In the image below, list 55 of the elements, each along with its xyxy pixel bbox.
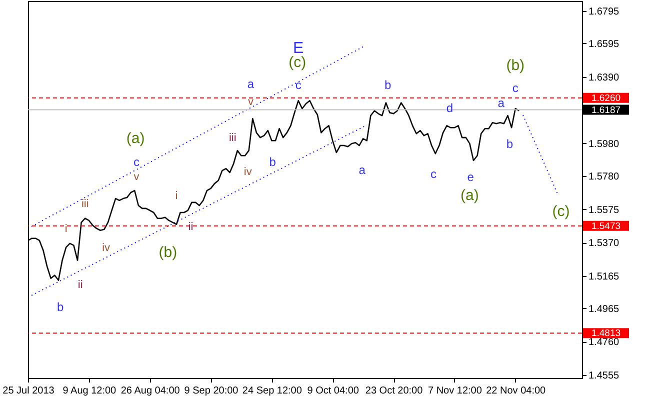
y-tick-label: 1.5370 [588, 238, 620, 250]
line-series [522, 114, 558, 194]
annotation: a [247, 77, 254, 91]
y-tick-label: 1.4760 [588, 337, 620, 348]
x-tick-label: 7 Nov 12:00 [428, 386, 482, 396]
annotation: iv [102, 242, 111, 254]
y-tick-label: 1.5575 [588, 204, 620, 216]
annotation: v [134, 171, 140, 183]
y-tick-label: 1.5980 [588, 138, 620, 150]
y-tick-label: 1.6595 [588, 38, 620, 50]
ref-line-label: 1.4813 [591, 328, 621, 340]
annotation: c [512, 81, 518, 95]
annotation: b [384, 78, 392, 92]
annotation: ii [188, 221, 194, 233]
ref-line-label: 1.5473 [591, 220, 621, 232]
annotation: c [430, 167, 437, 181]
annotation: i [175, 190, 178, 202]
annotation: c [134, 155, 140, 169]
annotation: b [57, 300, 64, 314]
annotation: (b) [158, 244, 178, 261]
annotation: b [506, 137, 514, 151]
annotation: (c) [288, 54, 306, 71]
x-tick-label: 9 Sep 20:00 [184, 386, 239, 396]
annotation: E [293, 40, 304, 57]
y-tick-label: 1.4965 [588, 304, 620, 315]
y-tick-label: 1.6795 [588, 6, 620, 18]
x-tick-label: 24 Sep 12:00 [242, 386, 302, 396]
annotation: a [358, 163, 366, 177]
annotation: iv [244, 166, 252, 178]
annotation: (a) [126, 130, 145, 147]
y-tick-label: 1.4555 [588, 370, 620, 382]
ref-line-label: 1.6260 [591, 92, 621, 104]
x-tick-label: 9 Oct 04:00 [307, 386, 360, 396]
annotation: v [248, 96, 254, 108]
y-tick-label: 1.6390 [588, 72, 620, 84]
annotation: d [446, 101, 454, 115]
annotation: (b) [506, 57, 525, 74]
x-tick-label: 25 Jul 2013 [2, 386, 55, 396]
x-tick-label: 23 Oct 20:00 [365, 386, 424, 396]
annotation: b [269, 155, 276, 169]
y-tick-label: 1.5165 [588, 271, 620, 282]
annotation: a [498, 96, 505, 110]
x-tick-label: 26 Aug 04:00 [120, 386, 180, 396]
annotation: iii [228, 132, 236, 144]
x-tick-label: 22 Nov 04:00 [486, 386, 546, 396]
annotation: (a) [460, 187, 479, 204]
annotation: i [64, 223, 68, 235]
annotation: (c) [552, 203, 570, 220]
annotation: c [295, 78, 302, 92]
annotation: iii [81, 198, 89, 210]
annotation: ii [78, 279, 83, 291]
x-tick-label: 9 Aug 12:00 [62, 386, 117, 396]
annotation: e [467, 170, 474, 184]
y-tick-label: 1.5780 [588, 171, 620, 182]
ref-line-label: 1.6187 [591, 104, 621, 116]
